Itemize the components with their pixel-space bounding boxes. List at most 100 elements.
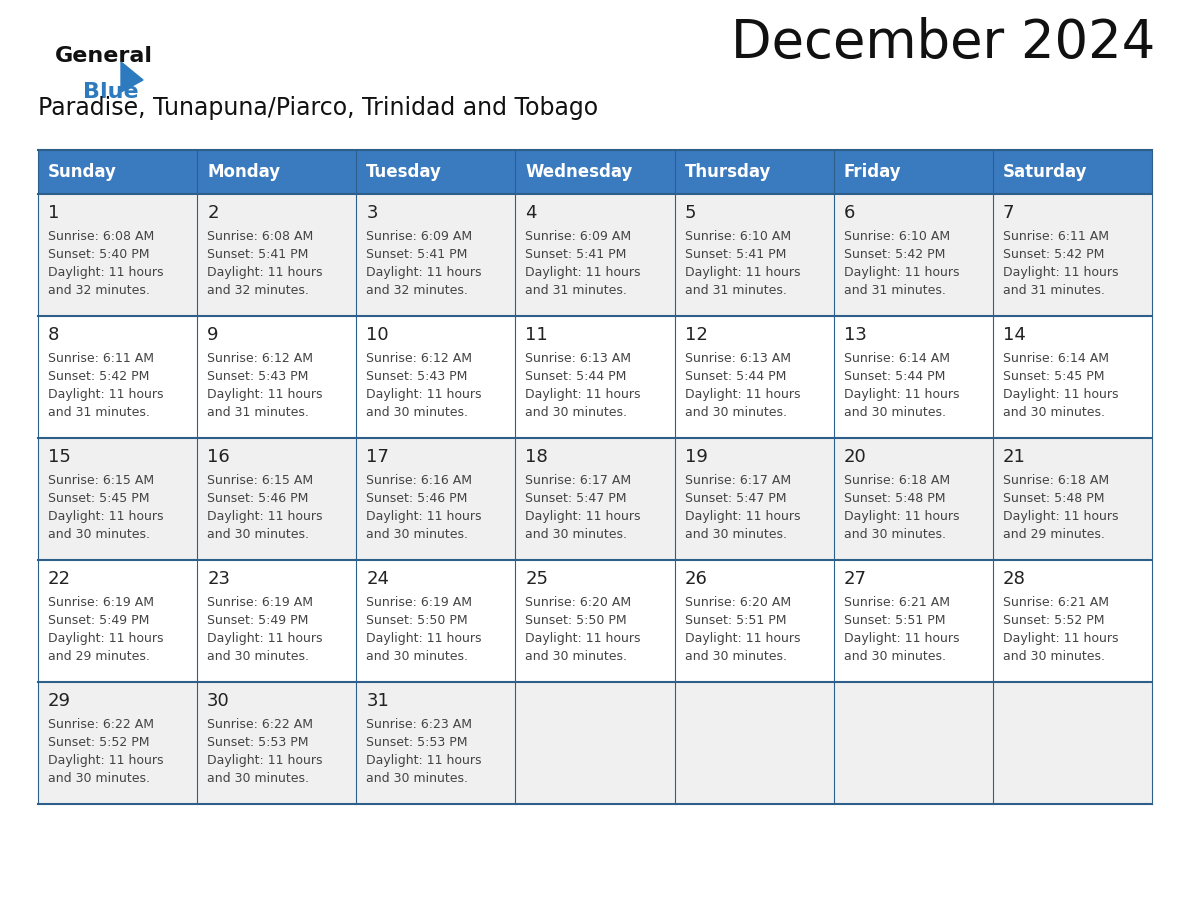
Text: Daylight: 11 hours: Daylight: 11 hours: [1003, 266, 1118, 279]
Text: 15: 15: [48, 448, 71, 466]
Bar: [38, 316, 197, 438]
Text: Daylight: 11 hours: Daylight: 11 hours: [207, 632, 323, 645]
Text: and 30 minutes.: and 30 minutes.: [843, 528, 946, 541]
Text: and 30 minutes.: and 30 minutes.: [525, 650, 627, 663]
Polygon shape: [121, 62, 143, 92]
Text: Paradise, Tunapuna/Piarco, Trinidad and Tobago: Paradise, Tunapuna/Piarco, Trinidad and …: [38, 96, 598, 120]
Text: and 30 minutes.: and 30 minutes.: [207, 772, 309, 785]
Bar: [516, 682, 675, 804]
Text: Daylight: 11 hours: Daylight: 11 hours: [207, 754, 323, 767]
Bar: [516, 150, 675, 194]
Text: Sunset: 5:53 PM: Sunset: 5:53 PM: [366, 736, 468, 749]
Text: Sunset: 5:42 PM: Sunset: 5:42 PM: [48, 370, 150, 383]
Bar: [356, 150, 516, 194]
Text: Sunrise: 6:18 AM: Sunrise: 6:18 AM: [1003, 474, 1108, 487]
Text: Daylight: 11 hours: Daylight: 11 hours: [366, 754, 482, 767]
Text: Sunset: 5:41 PM: Sunset: 5:41 PM: [525, 248, 627, 261]
Bar: [675, 560, 834, 682]
Text: Sunrise: 6:19 AM: Sunrise: 6:19 AM: [48, 596, 154, 609]
Text: 24: 24: [366, 570, 390, 588]
Bar: [356, 438, 516, 560]
Text: Sunset: 5:40 PM: Sunset: 5:40 PM: [48, 248, 150, 261]
Text: Sunrise: 6:12 AM: Sunrise: 6:12 AM: [366, 352, 473, 365]
Bar: [834, 194, 993, 316]
Text: and 30 minutes.: and 30 minutes.: [207, 650, 309, 663]
Text: Daylight: 11 hours: Daylight: 11 hours: [207, 388, 323, 401]
Text: Sunday: Sunday: [48, 163, 116, 181]
Text: and 30 minutes.: and 30 minutes.: [684, 650, 786, 663]
Bar: [993, 194, 1152, 316]
Text: 16: 16: [207, 448, 230, 466]
Bar: [993, 560, 1152, 682]
Text: Sunrise: 6:20 AM: Sunrise: 6:20 AM: [525, 596, 632, 609]
Text: Thursday: Thursday: [684, 163, 771, 181]
Text: Daylight: 11 hours: Daylight: 11 hours: [48, 266, 164, 279]
Text: 11: 11: [525, 326, 548, 344]
Text: and 30 minutes.: and 30 minutes.: [366, 650, 468, 663]
Text: Sunrise: 6:17 AM: Sunrise: 6:17 AM: [684, 474, 791, 487]
Text: Sunrise: 6:16 AM: Sunrise: 6:16 AM: [366, 474, 473, 487]
Bar: [516, 438, 675, 560]
Text: Sunset: 5:41 PM: Sunset: 5:41 PM: [684, 248, 786, 261]
Text: and 31 minutes.: and 31 minutes.: [207, 406, 309, 419]
Text: Friday: Friday: [843, 163, 902, 181]
Text: Daylight: 11 hours: Daylight: 11 hours: [366, 632, 482, 645]
Bar: [38, 682, 197, 804]
Text: Wednesday: Wednesday: [525, 163, 633, 181]
Text: Daylight: 11 hours: Daylight: 11 hours: [843, 510, 959, 523]
Text: 31: 31: [366, 692, 390, 710]
Text: Daylight: 11 hours: Daylight: 11 hours: [1003, 632, 1118, 645]
Text: Sunset: 5:51 PM: Sunset: 5:51 PM: [843, 614, 946, 627]
Text: and 29 minutes.: and 29 minutes.: [1003, 528, 1105, 541]
Text: and 31 minutes.: and 31 minutes.: [48, 406, 150, 419]
Text: Sunrise: 6:12 AM: Sunrise: 6:12 AM: [207, 352, 314, 365]
Bar: [834, 682, 993, 804]
Bar: [675, 194, 834, 316]
Text: Sunset: 5:50 PM: Sunset: 5:50 PM: [366, 614, 468, 627]
Text: 20: 20: [843, 448, 866, 466]
Text: Sunrise: 6:10 AM: Sunrise: 6:10 AM: [843, 230, 950, 243]
Text: Sunrise: 6:22 AM: Sunrise: 6:22 AM: [48, 718, 154, 731]
Text: 7: 7: [1003, 204, 1015, 222]
Text: Daylight: 11 hours: Daylight: 11 hours: [366, 266, 482, 279]
Text: Sunset: 5:47 PM: Sunset: 5:47 PM: [684, 492, 786, 505]
Text: Sunrise: 6:18 AM: Sunrise: 6:18 AM: [843, 474, 950, 487]
Text: Daylight: 11 hours: Daylight: 11 hours: [684, 266, 800, 279]
Text: and 30 minutes.: and 30 minutes.: [48, 528, 150, 541]
Text: General: General: [55, 46, 153, 66]
Text: Sunset: 5:45 PM: Sunset: 5:45 PM: [1003, 370, 1105, 383]
Text: 5: 5: [684, 204, 696, 222]
Text: Sunset: 5:50 PM: Sunset: 5:50 PM: [525, 614, 627, 627]
Bar: [356, 194, 516, 316]
Text: 1: 1: [48, 204, 59, 222]
Bar: [197, 194, 356, 316]
Text: Sunrise: 6:13 AM: Sunrise: 6:13 AM: [684, 352, 790, 365]
Bar: [356, 560, 516, 682]
Bar: [356, 682, 516, 804]
Bar: [993, 438, 1152, 560]
Text: Sunrise: 6:17 AM: Sunrise: 6:17 AM: [525, 474, 632, 487]
Bar: [834, 150, 993, 194]
Text: 27: 27: [843, 570, 867, 588]
Text: Sunset: 5:45 PM: Sunset: 5:45 PM: [48, 492, 150, 505]
Text: 13: 13: [843, 326, 866, 344]
Bar: [516, 194, 675, 316]
Text: Sunrise: 6:21 AM: Sunrise: 6:21 AM: [843, 596, 949, 609]
Text: 9: 9: [207, 326, 219, 344]
Text: 6: 6: [843, 204, 855, 222]
Text: 2: 2: [207, 204, 219, 222]
Text: 18: 18: [525, 448, 548, 466]
Text: Sunset: 5:46 PM: Sunset: 5:46 PM: [366, 492, 468, 505]
Text: Sunset: 5:51 PM: Sunset: 5:51 PM: [684, 614, 786, 627]
Bar: [993, 316, 1152, 438]
Bar: [197, 682, 356, 804]
Text: and 31 minutes.: and 31 minutes.: [525, 284, 627, 297]
Text: and 30 minutes.: and 30 minutes.: [525, 406, 627, 419]
Text: Daylight: 11 hours: Daylight: 11 hours: [207, 266, 323, 279]
Text: Sunrise: 6:10 AM: Sunrise: 6:10 AM: [684, 230, 791, 243]
Text: December 2024: December 2024: [731, 17, 1155, 69]
Text: Sunset: 5:47 PM: Sunset: 5:47 PM: [525, 492, 627, 505]
Text: Sunrise: 6:20 AM: Sunrise: 6:20 AM: [684, 596, 791, 609]
Bar: [38, 150, 197, 194]
Text: Sunset: 5:41 PM: Sunset: 5:41 PM: [366, 248, 468, 261]
